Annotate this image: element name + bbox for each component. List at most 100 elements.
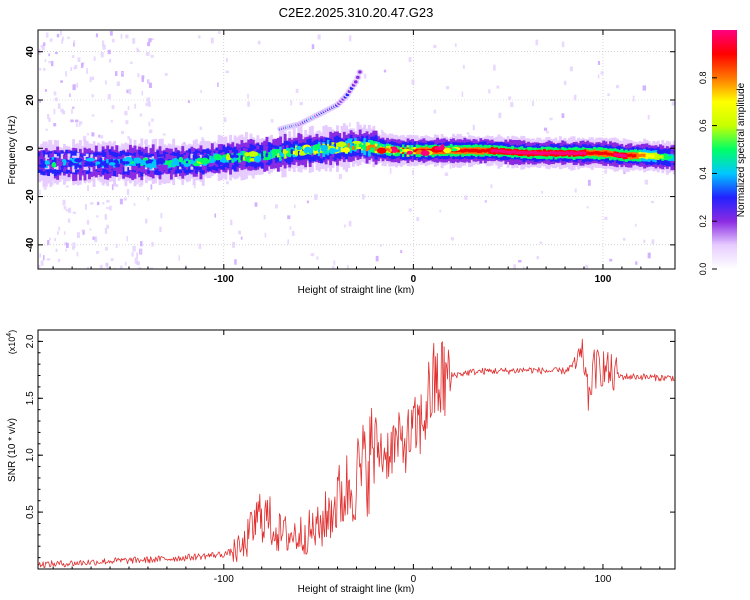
ridge-cell <box>533 150 537 155</box>
noise-speck <box>115 184 119 188</box>
noise-speck <box>257 40 261 45</box>
snr-series-line <box>38 338 675 568</box>
noise-speck <box>65 185 69 188</box>
noise-speck <box>109 30 113 36</box>
noise-speck <box>535 39 539 46</box>
noise-speck <box>111 38 115 43</box>
noise-speck <box>136 49 140 53</box>
noise-speck <box>562 164 564 169</box>
ridge-cell <box>361 145 364 149</box>
ridge-blob <box>145 160 151 164</box>
y-tick-label: -40 <box>25 237 36 252</box>
colorbar-tick-label: 0.0 <box>698 263 708 276</box>
noise-speck <box>67 218 71 223</box>
ridge-cell <box>524 151 528 155</box>
ridge-blob <box>156 157 166 165</box>
ridge-blob <box>51 161 57 168</box>
noise-speck <box>164 73 168 76</box>
ridge-blob <box>140 159 147 166</box>
noise-speck <box>306 200 309 204</box>
noise-speck <box>549 117 553 121</box>
noise-speck <box>100 135 104 139</box>
noise-speck <box>510 102 514 108</box>
ridge-blob <box>108 162 116 166</box>
ridge-cell <box>342 144 346 150</box>
x-tick-label: -100 <box>214 274 234 285</box>
noise-speck <box>383 69 387 73</box>
noise-speck <box>49 38 53 42</box>
ridge-cell <box>358 142 362 147</box>
ridge-cell <box>317 143 321 154</box>
ridge-blob <box>282 148 287 155</box>
ridge-cell <box>597 151 601 156</box>
noise-speck <box>63 205 67 210</box>
noise-speck <box>573 94 577 101</box>
noise-speck <box>71 55 75 58</box>
noise-speck <box>102 201 105 205</box>
noise-speck <box>139 113 143 117</box>
ridge-cell <box>656 155 660 159</box>
ridge-cell <box>643 153 647 158</box>
noise-speck <box>115 243 118 248</box>
ridge-cell <box>565 151 569 155</box>
noise-speck <box>128 88 132 95</box>
ridge-cell <box>413 149 417 153</box>
ridge-cell <box>624 154 628 158</box>
noise-speck <box>498 112 502 119</box>
ridge-cell <box>465 148 469 152</box>
noise-speck <box>607 93 610 97</box>
ridge-cell <box>577 151 581 155</box>
noise-speck <box>57 258 61 262</box>
noise-speck <box>226 181 229 185</box>
spectrogram-noise <box>38 30 675 269</box>
ridge-cell <box>545 151 549 155</box>
noise-speck <box>462 64 465 69</box>
noise-speck <box>121 71 124 75</box>
ridge-cell <box>399 148 403 152</box>
noise-speck <box>40 260 44 266</box>
ridge-cell <box>44 160 48 165</box>
ridge-cell <box>611 153 615 156</box>
noise-speck <box>162 133 166 136</box>
noise-speck <box>46 32 49 38</box>
noise-speck <box>82 135 87 142</box>
noise-speck <box>644 179 649 185</box>
ridge-cell <box>620 153 624 158</box>
noise-speck <box>132 245 136 252</box>
noise-speck <box>148 38 152 43</box>
noise-speck <box>107 49 111 55</box>
noise-speck <box>70 67 72 72</box>
ridge-cell <box>552 151 556 155</box>
ridge-cell <box>347 143 351 148</box>
noise-speck <box>56 231 59 235</box>
noise-speck <box>116 81 120 87</box>
noise-speck <box>91 94 94 98</box>
noise-speck <box>651 239 655 245</box>
ridge-blob <box>450 148 458 152</box>
ridge-cell <box>99 159 103 165</box>
noise-speck <box>622 237 626 241</box>
ridge-cell <box>270 153 273 157</box>
noise-speck <box>147 41 151 47</box>
ridge-cell <box>365 143 369 152</box>
noise-speck <box>127 136 130 140</box>
ridge-cell <box>499 149 503 153</box>
ridge-cell <box>618 153 621 157</box>
noise-speck <box>472 124 475 131</box>
ridge-cell <box>317 148 321 153</box>
ridge-cell <box>540 151 544 155</box>
noise-speck <box>408 208 412 212</box>
ridge-blob <box>286 152 292 157</box>
noise-speck <box>375 255 379 262</box>
noise-speck <box>310 253 315 257</box>
y-tick-label: -20 <box>25 189 36 204</box>
ridge-cell <box>94 159 98 164</box>
noise-speck <box>138 183 143 187</box>
noise-speck <box>125 120 129 125</box>
noise-speck <box>632 95 635 102</box>
noise-speck <box>444 172 449 177</box>
noise-speck <box>44 89 47 92</box>
noise-speck <box>65 71 68 77</box>
ridge-blob <box>377 147 387 154</box>
colorbar-tick-label: 0.4 <box>698 167 708 180</box>
